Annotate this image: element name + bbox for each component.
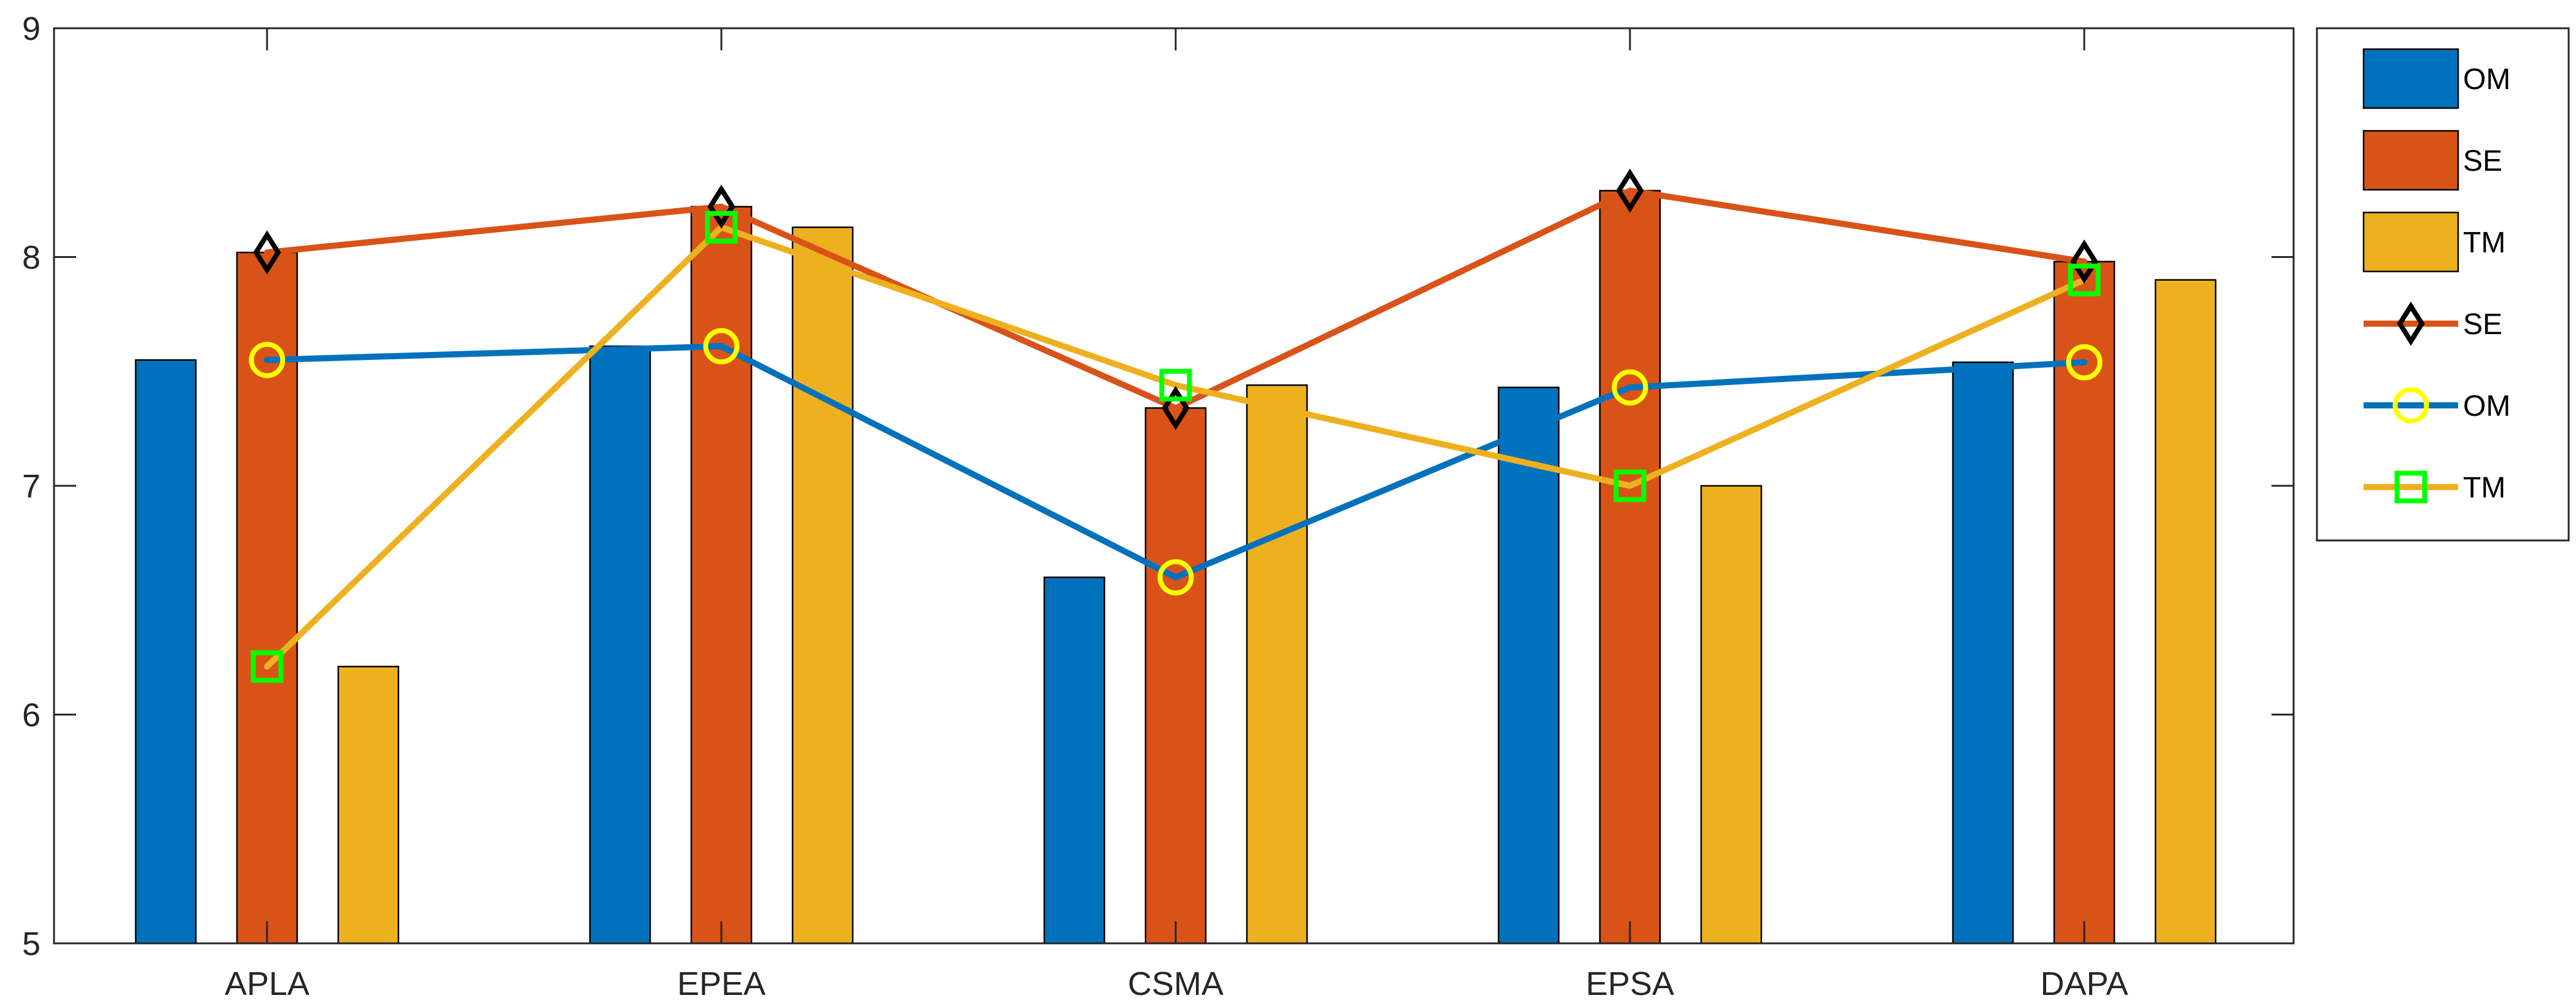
legend-label-om: OM [2463, 63, 2510, 96]
y-tick-label: 5 [22, 926, 41, 962]
x-tick-label-dapa: DAPA [2040, 965, 2128, 1002]
marker-circle-om-dapa [2066, 344, 2103, 381]
y-tick-label: 6 [22, 697, 41, 734]
x-tick-label-epsa: EPSA [1586, 965, 1674, 1002]
bar-om-dapa [1952, 361, 2014, 945]
legend-box [2316, 27, 2570, 542]
marker-diamond-se-apla [253, 230, 281, 275]
legend-label-tm: TM [2463, 472, 2505, 504]
marker-diamond-se-epsa [1616, 168, 1644, 213]
marker-circle-om-csma [1157, 559, 1194, 596]
marker-circle-om-epsa [1612, 369, 1648, 406]
bar-tm-epsa [1700, 485, 1763, 945]
bars-group [134, 190, 2217, 945]
bar-tm-apla [337, 666, 400, 945]
line-om [264, 343, 2087, 580]
bar-se-epsa [1599, 190, 1661, 945]
lines-group [264, 187, 2087, 670]
bar-tm-dapa [2154, 279, 2217, 945]
bar-om-epea [589, 345, 651, 945]
bar-se-epea [690, 206, 753, 945]
x-tick-label-epea: EPEA [677, 965, 766, 1002]
marker-square-tm-csma [1159, 368, 1192, 402]
legend-label-se: SE [2463, 308, 2502, 341]
legend-swatch-bar-se [2362, 130, 2459, 191]
y-axis: 5 6 7 8 9 [22, 10, 2294, 962]
legend-swatch-bar-tm [2362, 211, 2459, 273]
legend-label-se: SE [2463, 145, 2502, 177]
x-tick-label-apla: APLA [225, 965, 309, 1002]
x-axis: APLA EPEA CSMA EPSA DAPA [225, 28, 2128, 1002]
legend-marker-diamond-se [2397, 302, 2425, 346]
bar-se-csma [1144, 407, 1207, 945]
legend-marker-square-tm [2394, 470, 2427, 504]
y-tick-label: 8 [22, 240, 41, 276]
bar-om-apla [134, 359, 197, 945]
marker-square-tm-apla [250, 650, 284, 683]
marker-diamond-se-dapa [2070, 239, 2098, 284]
marker-square-tm-epea [705, 211, 738, 244]
legend-label-om: OM [2463, 390, 2510, 423]
legend-swatch-bar-om [2362, 48, 2459, 109]
marker-circle-om-epea [703, 328, 740, 365]
marker-diamond-se-csma [1162, 386, 1190, 431]
line-tm [264, 224, 2087, 670]
legend: OM SE TM SE OM TM [2316, 27, 2570, 542]
marker-circle-om-apla [249, 341, 285, 378]
y-tick-label: 7 [22, 468, 41, 505]
line-se [264, 187, 2087, 411]
markers-group [249, 168, 2103, 683]
legend-label-tm: TM [2463, 227, 2505, 259]
marker-square-tm-epsa [1613, 469, 1647, 502]
marker-diamond-se-epea [707, 184, 735, 229]
legend-marker-circle-om [2392, 387, 2429, 424]
bar-se-apla [236, 251, 298, 945]
bar-tm-csma [1246, 384, 1308, 945]
bar-tm-epea [791, 226, 854, 945]
x-tick-label-csma: CSMA [1128, 965, 1224, 1002]
y-tick-label: 9 [22, 10, 41, 47]
marker-square-tm-dapa [2068, 263, 2101, 297]
bar-om-csma [1043, 576, 1106, 945]
